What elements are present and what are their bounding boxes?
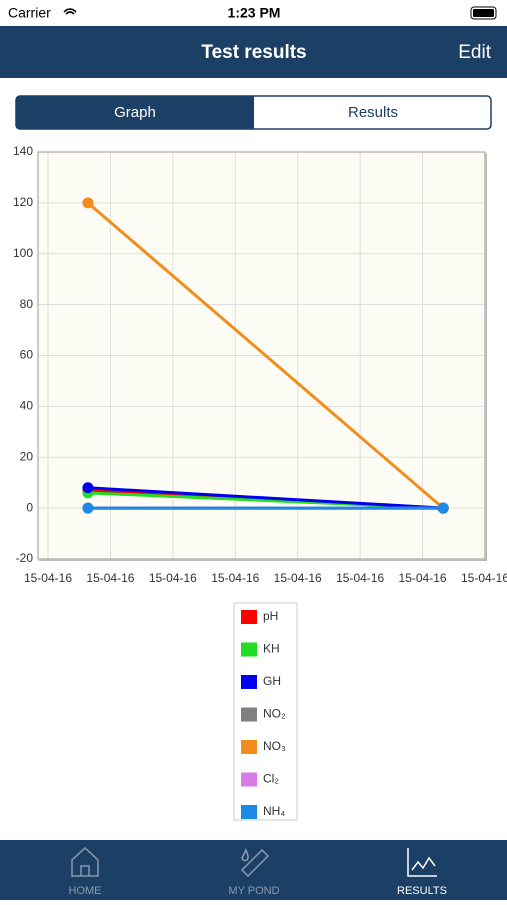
data-point: [437, 502, 449, 514]
data-point: [82, 502, 94, 514]
home-icon[interactable]: [71, 846, 99, 877]
carrier: Carrier: [8, 5, 51, 21]
legend-items: pH KH GH NO₂ NO₃ Cl₂ NH₄: [241, 609, 286, 819]
segment-selected[interactable]: [16, 96, 254, 129]
legend-swatch: [241, 772, 257, 787]
x-tick-label: 15-04-16: [336, 571, 384, 585]
results-icon[interactable]: [407, 848, 437, 877]
data-point: [82, 197, 94, 209]
y-tick-label: -20: [16, 551, 34, 565]
battery: [470, 6, 497, 20]
y-tick-label: 40: [20, 399, 34, 413]
legend-label: Cl₂: [263, 772, 279, 786]
status-bar: [0, 0, 507, 26]
legend-swatch: [241, 675, 257, 689]
legend-swatch: [241, 740, 257, 754]
x-tick-label: 15-04-16: [149, 571, 197, 585]
legend-label: NO₃: [263, 739, 286, 753]
nav-title: Test results: [201, 42, 306, 63]
legend-swatch: [241, 642, 257, 657]
x-tick-label: 15-04-16: [24, 571, 72, 585]
clock: 1:23 PM: [228, 5, 281, 21]
legend-label: pH: [263, 609, 278, 623]
legend-label: KH: [263, 642, 280, 656]
series-line: [87, 486, 444, 510]
battery-level: [473, 9, 494, 17]
edit-button[interactable]: Edit: [458, 42, 491, 63]
legend-label: NH₄: [263, 804, 285, 818]
segment-graph[interactable]: Graph: [114, 104, 156, 121]
y-tick-label: 20: [20, 449, 34, 463]
y-tick-label: 120: [13, 195, 33, 209]
y-tick-label: 60: [20, 348, 34, 362]
x-tick-label: 15-04-16: [399, 571, 447, 585]
legend-swatch: [241, 610, 257, 624]
legend-label: GH: [263, 674, 281, 688]
plot-shadow: [39, 153, 487, 561]
legend-swatch: [241, 707, 257, 722]
x-tick-label: 15-04-16: [86, 571, 134, 585]
pond-icon[interactable]: [240, 848, 270, 878]
legend-swatch: [241, 805, 257, 819]
wifi-icon: [63, 8, 77, 15]
y-tick-label: 140: [13, 144, 33, 158]
x-tick-label: 15-04-16: [461, 571, 507, 585]
y-tick-label: 0: [26, 500, 33, 514]
series-line: [86, 201, 445, 510]
y-tick-label: 100: [13, 246, 33, 260]
x-tick-label: 15-04-16: [211, 571, 259, 585]
tab-my-pond[interactable]: MY POND: [228, 885, 279, 897]
y-tick-label: 80: [20, 297, 34, 311]
data-point: [82, 482, 94, 494]
tab-home[interactable]: HOME: [69, 885, 102, 897]
tab-results[interactable]: RESULTS: [397, 885, 447, 897]
segment-results[interactable]: Results: [348, 104, 398, 121]
nav-bar: [0, 26, 507, 78]
x-tick-label: 15-04-16: [274, 571, 322, 585]
legend-label: NO₂: [263, 707, 286, 721]
